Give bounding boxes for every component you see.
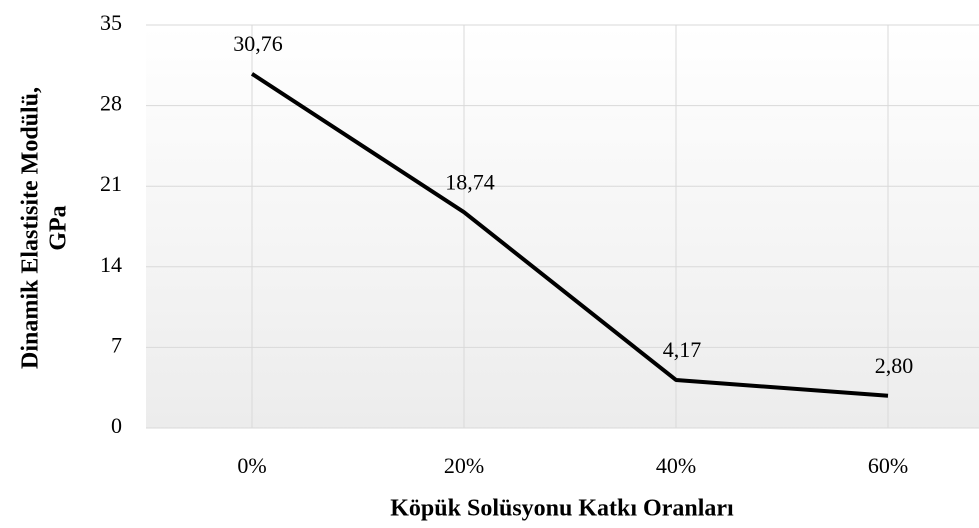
y-tick-label: 0 (111, 413, 122, 438)
y-tick-label: 35 (100, 10, 122, 35)
x-tick-label: 40% (656, 453, 696, 478)
y-tick-label: 21 (100, 171, 122, 196)
y-axis-title: Dinamik Elastisite Modülü, GPa (18, 87, 72, 369)
x-tick-label: 0% (237, 453, 266, 478)
x-tick-label: 20% (444, 453, 484, 478)
data-label: 18,74 (445, 169, 495, 194)
y-tick-label: 7 (111, 332, 122, 357)
x-axis-title: Köpük Solüsyonu Katkı Oranları (390, 496, 734, 522)
y-tick-label: 14 (100, 252, 122, 277)
data-line (250, 72, 889, 398)
y-axis-title-line: Dinamik Elastisite Modülü, (18, 87, 44, 369)
x-tick-label: 60% (868, 453, 908, 478)
y-axis-title-line: GPa (46, 205, 72, 250)
data-label: 2,80 (875, 353, 914, 378)
data-label: 4,17 (663, 337, 702, 362)
data-label: 30,76 (233, 31, 283, 56)
y-tick-label: 28 (100, 91, 122, 116)
plot-area (146, 25, 979, 428)
